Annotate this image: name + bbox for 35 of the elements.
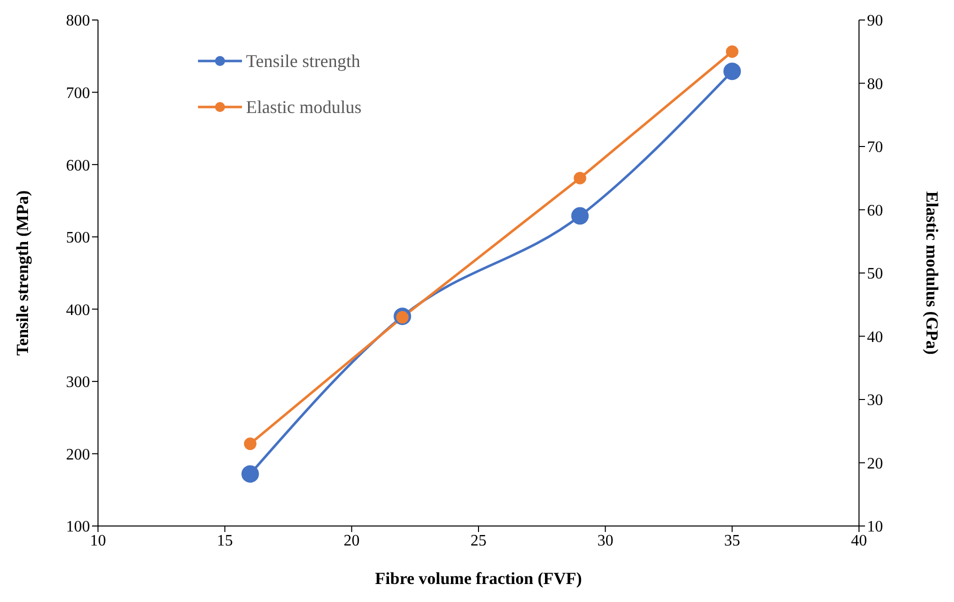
legend-label: Tensile strength [246, 50, 360, 72]
x-tick-label: 40 [851, 532, 867, 550]
y2-tick-label: 30 [867, 392, 883, 410]
y-tick-label: 700 [66, 84, 90, 102]
y-tick-label: 800 [66, 12, 90, 30]
y-tick-label: 100 [66, 518, 90, 536]
y2-tick-label: 90 [867, 12, 883, 30]
y-tick-label: 300 [66, 374, 90, 392]
y2-tick-label: 80 [867, 76, 883, 93]
point [723, 62, 741, 80]
y2-tick-label: 50 [867, 266, 883, 283]
y-tick-label: 200 [66, 446, 90, 464]
point [574, 172, 586, 184]
legend-label: Elastic modulus [246, 96, 362, 118]
y2-tick-label: 20 [867, 455, 883, 472]
y2-tick-label: 40 [867, 328, 883, 346]
point [726, 45, 738, 58]
y2-tick-label: 10 [867, 518, 883, 536]
x-tick-label: 35 [724, 532, 740, 550]
y2-axis-title: Elastic modulus (GPa) [922, 191, 942, 355]
x-tick-label: 15 [216, 532, 233, 550]
x-tick-label: 25 [470, 532, 486, 550]
point [241, 465, 259, 483]
x-axis-title: Fibre volume fraction (FVF) [375, 569, 582, 588]
y2-tick-label: 70 [867, 139, 883, 156]
x-tick-label: 10 [90, 532, 106, 550]
y-tick-label: 400 [66, 302, 90, 319]
point [571, 207, 589, 225]
y2-tick-label: 60 [867, 202, 883, 220]
y-tick-label: 500 [66, 230, 90, 247]
x-tick-label: 30 [597, 532, 614, 550]
y-axis-title: Tensile strength (MPa) [13, 190, 32, 356]
y-tick-label: 600 [66, 157, 90, 174]
point [244, 438, 256, 450]
x-tick-label: 20 [344, 532, 360, 550]
